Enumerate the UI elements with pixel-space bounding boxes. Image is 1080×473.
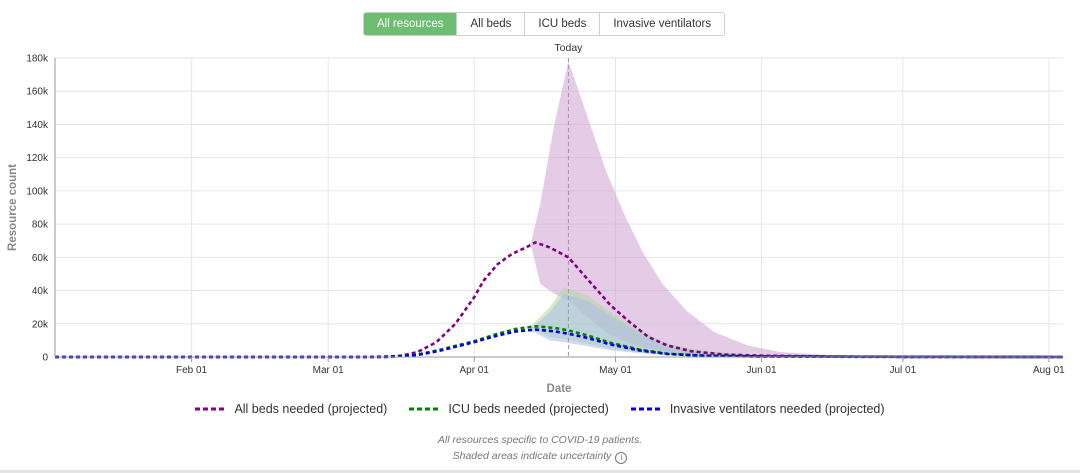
legend-label-ventilators: Invasive ventilators needed (projected) — [669, 402, 885, 416]
y-tick-label: 80k — [32, 220, 49, 231]
footnote-uncertainty-text: Shaded areas indicate uncertainty — [452, 450, 612, 462]
series-lines — [55, 241, 1064, 359]
chart-axes: 0 20k 40k 60k 80k 100k 120k 140k 160k 180k Feb 01 M… — [7, 54, 1065, 396]
footnote-patients: All resources specific to COVID-19 patie… — [437, 434, 643, 446]
tab-icu-beds[interactable]: ICU beds — [524, 13, 600, 35]
y-tick-label: 160k — [26, 87, 49, 98]
uncertainty-band — [530, 293, 1063, 357]
y-tick-label: 40k — [32, 286, 49, 297]
x-tick-label: Apr 01 — [459, 365, 489, 376]
info-icon[interactable]: i — [615, 452, 628, 464]
x-axis-title: Date — [547, 383, 572, 395]
y-tick-label: 60k — [32, 253, 49, 264]
y-tick-label: 0 — [42, 353, 48, 364]
legend-label-all-beds: All beds needed (projected) — [234, 402, 388, 416]
series-line — [55, 325, 1064, 359]
tab-all-resources[interactable]: All resources — [364, 13, 457, 35]
x-tick-label: May 01 — [599, 365, 632, 376]
y-tick-label: 100k — [26, 186, 49, 197]
y-tick-label: 120k — [26, 153, 49, 164]
x-tick-label: Feb 01 — [176, 365, 208, 376]
footnote-uncertainty: Shaded areas indicate uncertainty i — [0, 448, 1080, 464]
y-tick-label: 140k — [26, 120, 49, 131]
legend-swatch-all-beds — [195, 407, 226, 411]
legend-swatch-ventilators — [630, 407, 661, 411]
x-tick-label: Jul 01 — [890, 365, 917, 376]
legend-item-all-beds[interactable]: All beds needed (projected) — [195, 402, 387, 416]
x-tick-label: Jun 01 — [747, 365, 777, 376]
y-tick-label: 180k — [26, 54, 49, 65]
tab-all-beds[interactable]: All beds — [456, 13, 525, 35]
bottom-divider — [0, 470, 1080, 473]
legend-label-icu-beds: ICU beds needed (projected) — [448, 402, 609, 416]
today-marker: Today — [554, 42, 583, 357]
legend-swatch-icu-beds — [409, 407, 440, 411]
y-axis-title: Resource count — [7, 164, 19, 251]
chart-footnotes: All resources specific to COVID-19 patie… — [0, 432, 1080, 464]
tab-invasive-ventilators[interactable]: Invasive ventilators — [599, 13, 725, 35]
y-tick-label: 20k — [32, 319, 49, 330]
x-tick-label: Mar 01 — [313, 365, 345, 376]
uncertainty-bands — [530, 61, 1063, 358]
resource-tab-bar: All resources All beds ICU beds Invasive… — [363, 12, 726, 36]
today-label: Today — [554, 42, 583, 54]
legend-item-icu-beds[interactable]: ICU beds needed (projected) — [409, 402, 609, 416]
resource-chart: Today 0 20k 40k 60k 80k 100k 120k 140k 160k 180k F… — [7, 42, 1065, 396]
legend-item-ventilators[interactable]: Invasive ventilators needed (projected) — [630, 402, 885, 416]
series-line — [55, 241, 1064, 359]
x-tick-label: Aug 01 — [1033, 365, 1065, 376]
chart-legend: All beds needed (projected) ICU beds nee… — [0, 402, 1080, 416]
